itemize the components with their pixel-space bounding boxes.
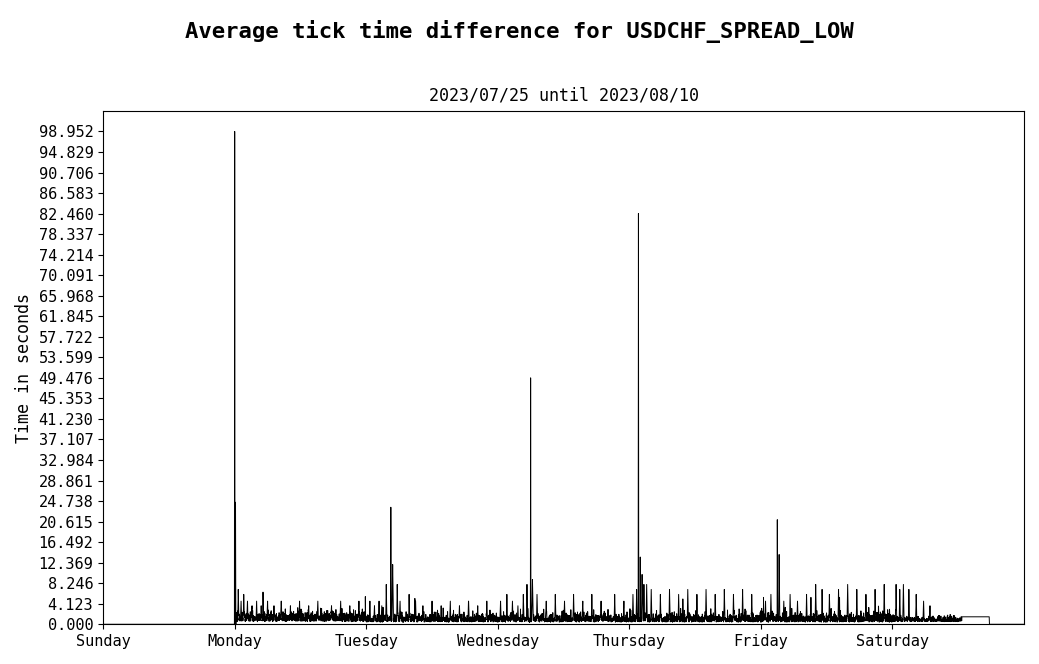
Title: 2023/07/25 until 2023/08/10: 2023/07/25 until 2023/08/10 <box>428 86 698 104</box>
Y-axis label: Time in seconds: Time in seconds <box>15 293 33 443</box>
Text: Average tick time difference for USDCHF_SPREAD_LOW: Average tick time difference for USDCHF_… <box>185 20 854 43</box>
